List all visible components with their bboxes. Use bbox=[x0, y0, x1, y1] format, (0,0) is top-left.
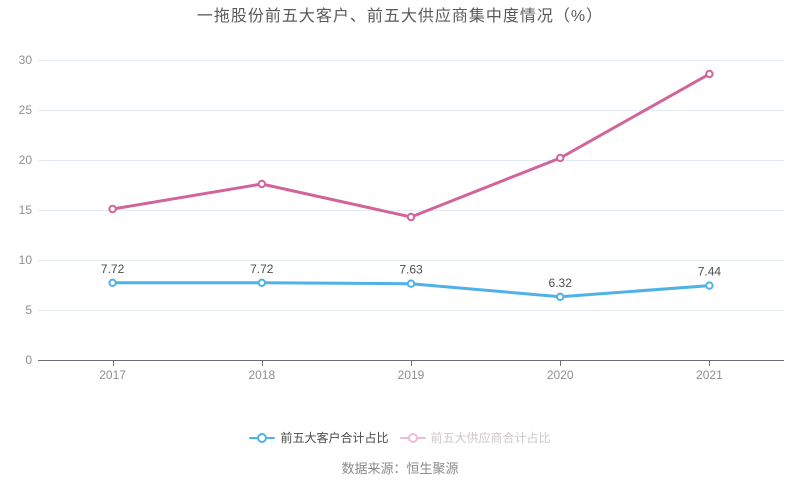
legend-circle-marker bbox=[257, 433, 268, 443]
y-axis-label: 25 bbox=[19, 103, 33, 117]
y-axis-label: 10 bbox=[19, 253, 33, 267]
x-axis-label: 2019 bbox=[398, 368, 425, 382]
chart-title: 一拖股份前五大客户、前五大供应商集中度情况（%） bbox=[196, 8, 604, 25]
x-axis-label: 2021 bbox=[696, 368, 723, 382]
y-axis-label: 5 bbox=[25, 303, 32, 317]
y-axis-label: 20 bbox=[19, 153, 33, 167]
data-point[interactable] bbox=[257, 179, 266, 189]
data-point-label: 7.72 bbox=[101, 262, 125, 276]
y-axis-label: 30 bbox=[19, 53, 33, 67]
data-point[interactable] bbox=[406, 279, 416, 288]
data-point[interactable] bbox=[257, 278, 266, 287]
data-point[interactable] bbox=[556, 153, 565, 163]
data-point[interactable] bbox=[705, 281, 714, 290]
legend-item-customers[interactable]: 前五大客户合计占比 bbox=[249, 431, 389, 445]
data-point[interactable] bbox=[406, 212, 416, 222]
legend-line-marker-icon bbox=[249, 431, 276, 445]
y-axis-label: 15 bbox=[19, 203, 33, 217]
legend: 前五大客户合计占比 前五大供应商合计占比 bbox=[0, 431, 800, 445]
data-point-label: 7.63 bbox=[399, 263, 423, 277]
data-source-label: 数据来源：恒生聚源 bbox=[341, 461, 459, 476]
legend-circle-marker bbox=[407, 433, 418, 443]
legend-item-label: 前五大客户合计占比 bbox=[280, 431, 389, 445]
legend-item-label: 前五大供应商合计占比 bbox=[430, 431, 551, 445]
x-axis-label: 2020 bbox=[547, 368, 574, 382]
data-point[interactable] bbox=[556, 292, 565, 301]
legend-line-marker-icon bbox=[399, 431, 426, 445]
x-axis-label: 2018 bbox=[248, 368, 275, 382]
data-point-label: 7.44 bbox=[698, 265, 722, 279]
y-axis-label: 0 bbox=[25, 353, 32, 367]
data-point[interactable] bbox=[108, 204, 117, 214]
legend-item-suppliers[interactable]: 前五大供应商合计占比 bbox=[399, 431, 551, 445]
data-point-label: 7.72 bbox=[250, 262, 274, 276]
data-point[interactable] bbox=[108, 278, 117, 287]
line-chart-plot-area: 0 5 10 15 20 25 30 2017 2018 2019 2020 2021 7.72 7.72… bbox=[19, 53, 784, 382]
series-line-1 bbox=[111, 72, 711, 219]
data-point-label: 6.32 bbox=[549, 276, 573, 290]
data-point[interactable] bbox=[705, 69, 714, 79]
x-axis-label: 2017 bbox=[99, 368, 126, 382]
